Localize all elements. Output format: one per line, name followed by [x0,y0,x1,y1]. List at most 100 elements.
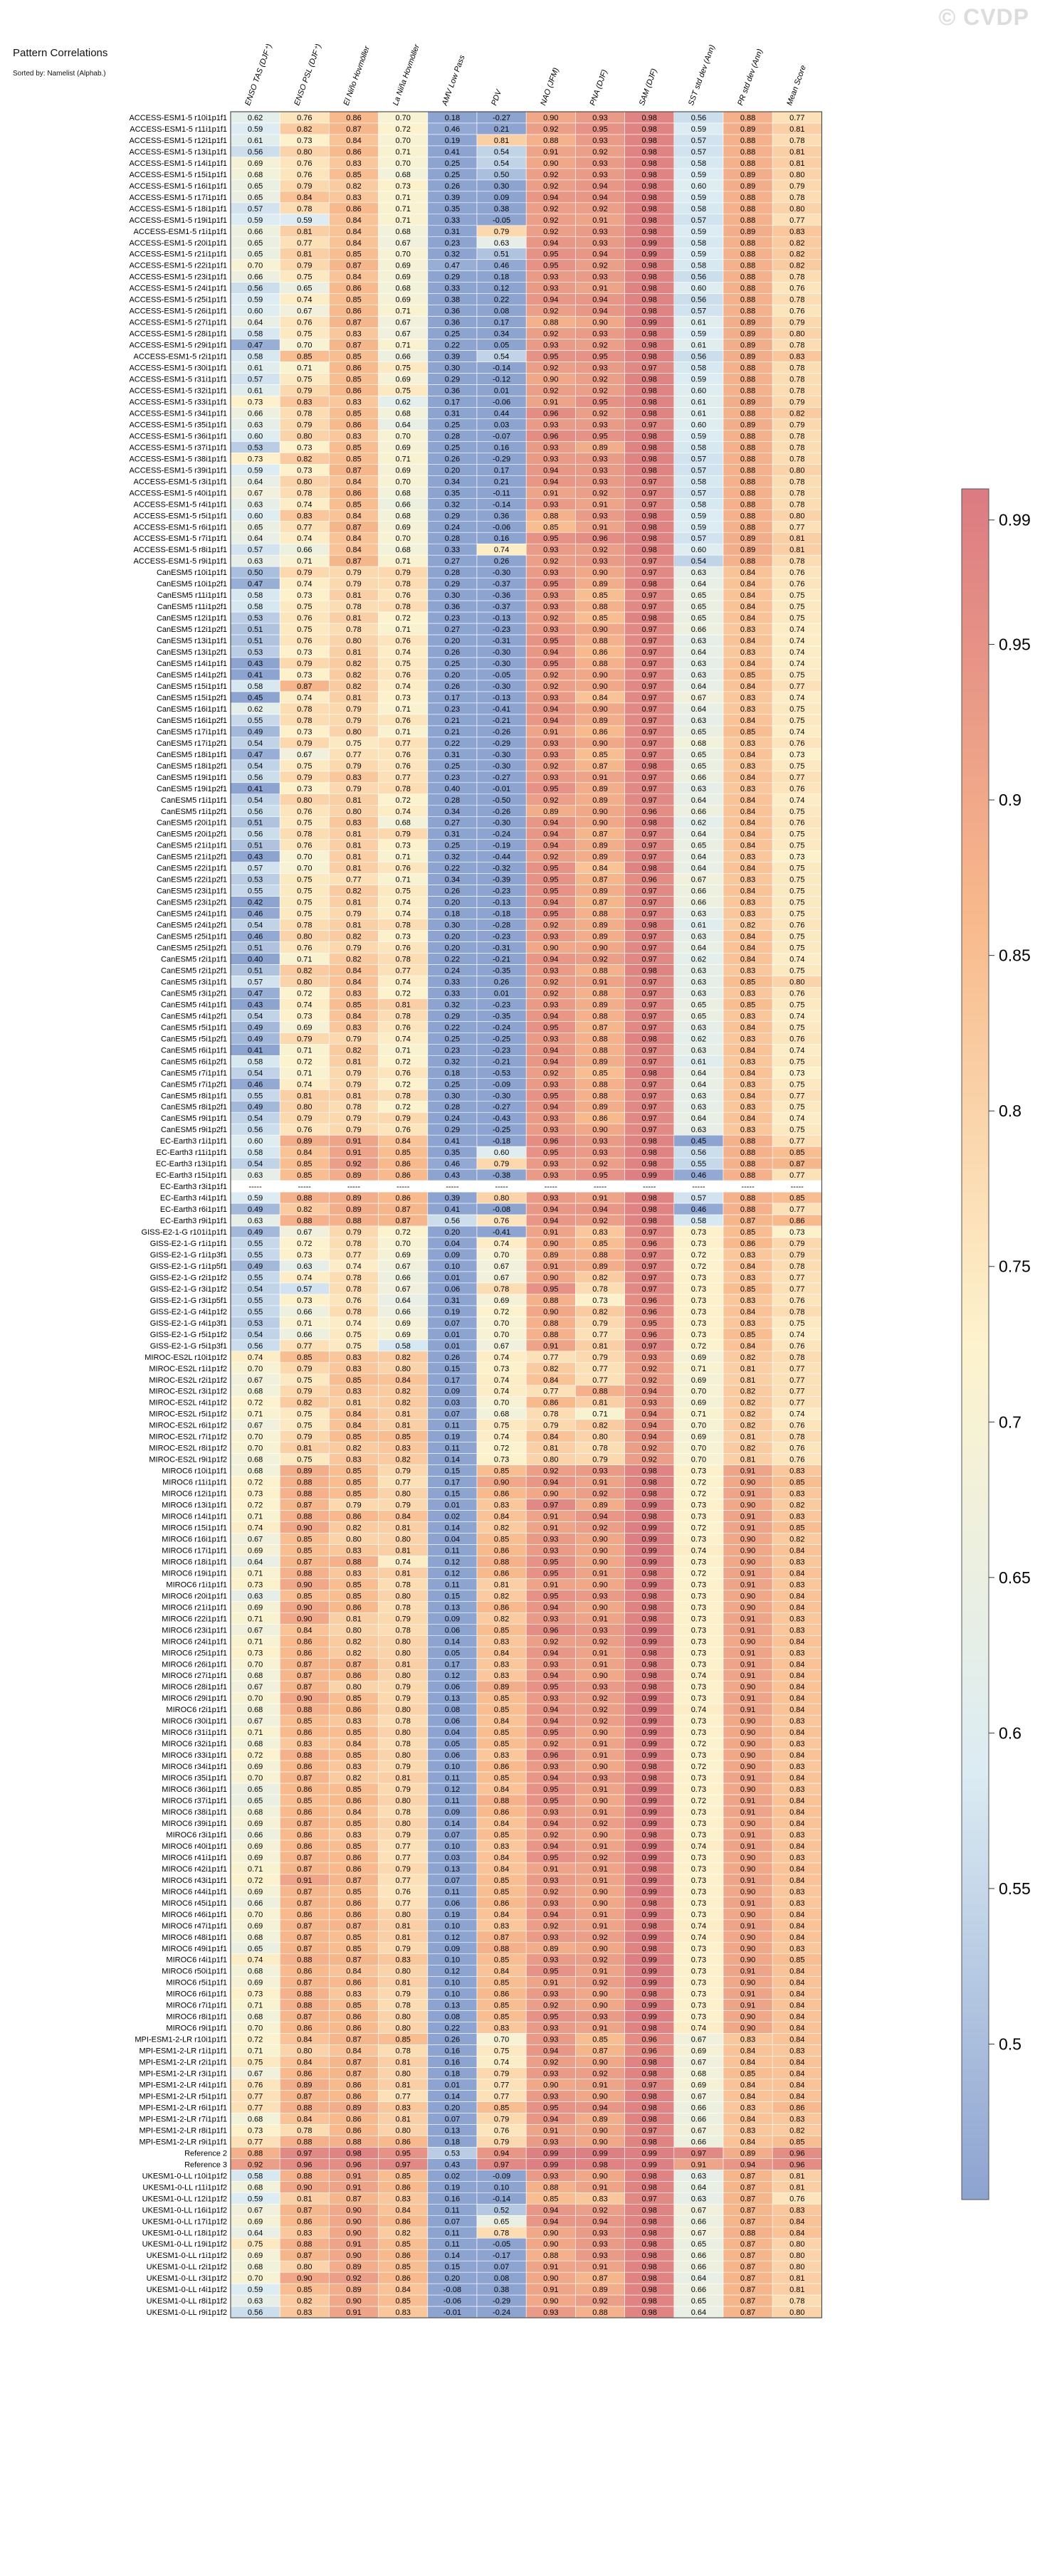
cell-value: -0.31 [493,637,510,645]
row-label: CanESM5 r10i1p1f1 [157,569,227,577]
cell-value: 0.55 [248,1240,263,1248]
cell-value: 0.80 [789,2308,804,2317]
row-label: GISS-E2-1-G r2i1p1f2 [150,1274,227,1282]
cell-value: 0.90 [740,1820,755,1828]
cell-value: -0.50 [493,796,510,805]
cell-value: 0.74 [691,1706,706,1714]
row-label: MIROC6 r23i1p1f1 [162,1626,227,1635]
cell-value: 0.65 [248,1785,263,1794]
cell-value: 0.81 [346,1615,361,1623]
cell-value: -0.30 [493,762,510,771]
cell-value: 0.35 [445,1149,460,1157]
cell-value: 0.58 [248,353,263,361]
cell-value: 0.82 [592,1274,607,1282]
cell-value: 0.43 [445,1171,460,1180]
cell-value: 0.93 [543,569,558,577]
cell-value: 0.45 [248,694,263,702]
cell-value: 0.88 [740,466,755,475]
cell-value: ----- [594,1183,607,1191]
cell-value: 0.68 [248,171,263,179]
cvdp-logo: © CVDP [939,4,1029,31]
cell-value: 0.87 [740,2263,755,2271]
cell-value: -0.29 [493,455,510,463]
cell-value: 0.67 [691,2229,706,2237]
cell-value: 0.76 [395,1126,410,1134]
cell-value: 0.88 [592,1046,607,1055]
cell-value: 0.79 [346,717,361,725]
row-label: CanESM5 r5i1p2f1 [161,1035,227,1043]
cell-value: 0.70 [248,2025,263,2033]
cell-value: 0.88 [248,2149,263,2158]
cell-value: -0.08 [443,2286,461,2294]
cell-value: 0.29 [445,376,460,384]
cell-value: 0.90 [543,2240,558,2249]
cell-value: 0.91 [543,489,558,497]
cell-value: 0.72 [395,1057,410,1066]
cell-value: 0.87 [346,557,361,566]
cell-value: -0.09 [493,2172,510,2180]
row-label: UKESM1-0-LL r18i1p1f2 [142,2229,227,2237]
cell-value: 0.86 [297,2070,312,2079]
cell-value: 0.69 [395,1319,410,1328]
cell-value: 0.71 [297,364,312,373]
cell-value: 0.92 [641,1445,656,1453]
row-label: ACCESS-ESM1-5 r30i1p1f1 [129,364,227,373]
cell-value: 0.78 [789,443,804,452]
cell-value: 0.92 [592,489,607,497]
cell-value: -0.06 [493,523,510,532]
cell-value: 0.54 [248,1331,263,1339]
cell-value: 0.86 [346,364,361,373]
cell-value: 0.98 [641,182,656,191]
cell-value: 0.63 [691,2172,706,2180]
cell-value: 0.94 [641,1433,656,1442]
cell-value: 0.72 [494,1445,509,1453]
row-label: ACCESS-ESM1-5 r1i1p1f1 [134,228,227,236]
cell-value: 0.58 [248,682,263,691]
cell-value: 0.01 [494,989,509,998]
cell-value: 0.85 [346,409,361,418]
cell-value: 0.62 [395,398,410,406]
cell-value: 0.77 [395,2093,410,2101]
cell-value: 0.95 [543,1149,558,1157]
cell-value: 0.79 [346,1126,361,1134]
cell-value: 0.86 [346,285,361,293]
row-label: CanESM5 r23i1p1f1 [157,887,227,896]
cell-value: 0.54 [494,148,509,157]
cell-value: 0.64 [691,2274,706,2283]
cell-value: 0.76 [789,580,804,588]
cell-value: 0.83 [740,739,755,748]
cell-value: 0.98 [641,2274,656,2283]
row-label: GISS-E2-1-G r3i1p5f1 [150,1297,227,1305]
cell-value: 0.91 [592,1865,607,1874]
cell-value: 0.74 [789,660,804,668]
cell-value: 0.64 [395,421,410,429]
cell-value: 0.92 [543,1831,558,1839]
cell-value: 0.68 [395,819,410,828]
cell-value: 0.69 [691,1399,706,1408]
cell-value: 0.80 [346,1683,361,1691]
cell-value: 0.95 [592,398,607,406]
cell-value: 0.86 [346,307,361,316]
cell-value: 0.54 [248,1012,263,1020]
cell-value: 0.87 [346,1956,361,1965]
cell-value: 0.99 [641,239,656,248]
cell-value: 0.93 [543,1194,558,1203]
row-label: MIROC6 r35i1p1f1 [162,1774,227,1783]
cell-value: 0.90 [740,1854,755,1862]
cell-value: 0.98 [641,159,656,168]
cell-value: 0.73 [691,1580,706,1589]
cell-value: 0.79 [346,705,361,714]
cell-value: 0.78 [789,342,804,350]
cell-value: 0.92 [543,307,558,316]
cell-value: 0.60 [248,307,263,316]
cell-value: 0.69 [395,296,410,305]
row-label: CanESM5 r5i1p1f1 [161,1023,227,1032]
row-label: MIROC6 r39i1p1f1 [162,1820,227,1828]
cell-value: 0.74 [494,2059,509,2067]
row-label: MIROC6 r33i1p1f1 [162,1751,227,1760]
cell-value: 0.83 [346,1388,361,1396]
cell-value: 0.94 [543,2217,558,2226]
cell-value: 0.69 [691,2047,706,2056]
cell-value: 0.14 [445,1637,460,1646]
cell-value: 0.73 [691,1831,706,1839]
